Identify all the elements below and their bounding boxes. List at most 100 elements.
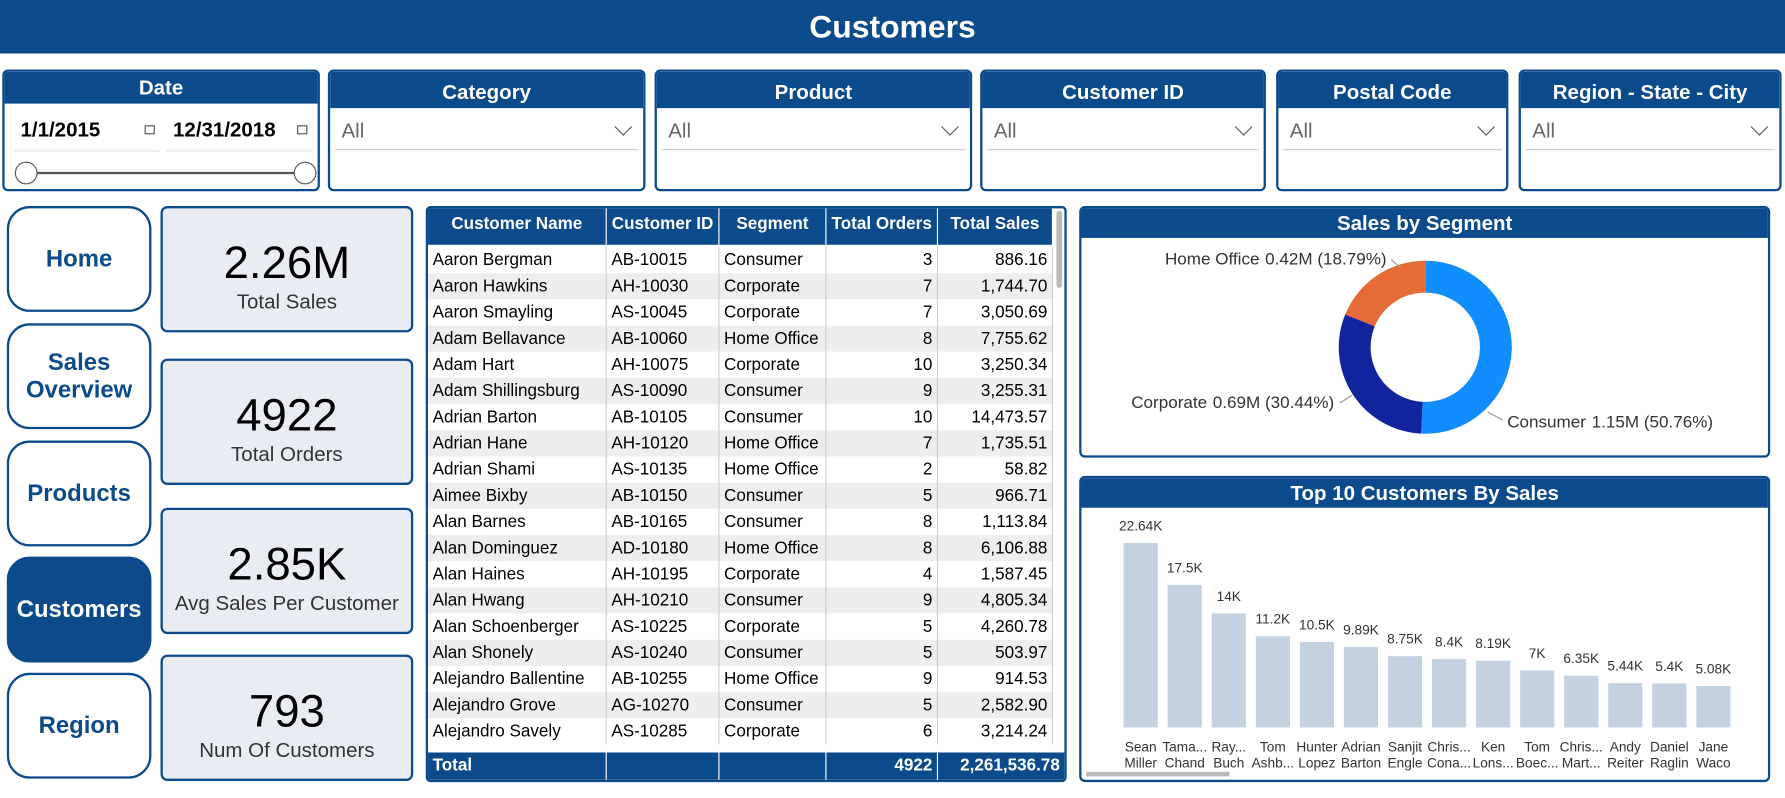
slicer-title: Date xyxy=(4,71,318,104)
dropdown[interactable]: All xyxy=(986,113,1260,151)
donut-segment[interactable] xyxy=(1338,314,1423,434)
column-header[interactable]: Total Orders xyxy=(826,208,939,245)
table-row: Alejandro Ballentine AB-10255 Home Office 9… xyxy=(428,665,1054,693)
table-cell: 7,755.62 xyxy=(938,325,1054,352)
chart: Consumer 1.15M (50.76%) Corporate 0.69M (30… xyxy=(1131,249,1713,434)
bar[interactable] xyxy=(1299,641,1334,728)
bar[interactable] xyxy=(1564,675,1599,728)
dropdown[interactable]: All xyxy=(334,113,639,151)
dropdown[interactable]: All xyxy=(1525,113,1775,151)
chart: 22.64K Sean Miller 17.5K Tama... Chand 14K Ray.… xyxy=(1086,518,1732,777)
dropdown-value: All xyxy=(1289,119,1313,143)
table-cell: 4,805.34 xyxy=(938,587,1054,614)
data-label: 8.4K xyxy=(1435,634,1463,649)
table-cell: Alan Haines xyxy=(428,561,607,588)
table-cell: 3,050.69 xyxy=(938,299,1054,326)
nav-button[interactable]: Region xyxy=(6,672,152,779)
slider-handle[interactable] xyxy=(293,161,317,185)
bar[interactable] xyxy=(1167,584,1202,728)
bar[interactable] xyxy=(1431,659,1467,728)
chevron xyxy=(1477,118,1496,136)
table-row: Aaron Bergman AB-10015 Consumer 3 886.16 xyxy=(428,247,1054,274)
bar[interactable] xyxy=(1608,683,1643,728)
kpi-label: Total Orders xyxy=(231,442,343,466)
table-cell: Corporate xyxy=(719,561,827,588)
table-cell: 6 xyxy=(826,718,939,745)
kpi-card: 2.26M Total Sales xyxy=(160,206,414,333)
nav-button[interactable]: Sales Overview xyxy=(6,323,152,430)
data-label: 9.89K xyxy=(1343,622,1379,637)
table-cell: 4 xyxy=(826,561,939,588)
nav-button[interactable]: Customers xyxy=(6,556,152,663)
dropdown-value: All xyxy=(993,119,1017,143)
table-cell: Consumer xyxy=(719,587,827,614)
bar[interactable] xyxy=(1211,613,1246,728)
bar[interactable] xyxy=(1696,686,1731,728)
kpi-label: Avg Sales Per Customer xyxy=(174,591,399,615)
table-cell: AS-10225 xyxy=(607,613,720,640)
bar[interactable] xyxy=(1343,646,1379,728)
total-sales: 2,261,536.78 xyxy=(960,755,1060,776)
slider-handle[interactable] xyxy=(14,161,38,185)
table-cell: Alan Hwang xyxy=(428,587,607,614)
table-cell: Alejandro Ballentine xyxy=(428,665,607,693)
slicer-title: Category xyxy=(330,71,644,109)
data-label: 8.75K xyxy=(1387,632,1423,647)
bar[interactable] xyxy=(1255,636,1290,728)
slicer: Product All xyxy=(654,69,973,192)
table-row: Adrian Shami AS-10135 Home Office 2 58.82 xyxy=(428,456,1054,483)
table-cell: AB-10255 xyxy=(607,665,720,693)
donut-segment[interactable] xyxy=(1421,260,1512,434)
table-row: Alejandro Savely AS-10285 Corporate 6 3,214.… xyxy=(428,718,1054,745)
leader-line xyxy=(1390,259,1401,268)
data-label: 5.08K xyxy=(1696,662,1732,677)
scrollbar[interactable] xyxy=(1056,210,1063,289)
slicer-title: Postal Code xyxy=(1278,71,1507,109)
x-tick-label: Ray... Buch xyxy=(1211,739,1246,770)
bar[interactable] xyxy=(1387,656,1423,728)
table-row: Adrian Hane AH-10120 Home Office 7 1,735.51 xyxy=(428,430,1054,457)
dropdown[interactable]: All xyxy=(1282,113,1502,151)
bar[interactable] xyxy=(1652,683,1687,728)
table-cell: 7 xyxy=(826,430,939,457)
total-label: Total xyxy=(428,752,607,780)
table-cell: 4,260.78 xyxy=(938,613,1054,640)
column-header[interactable]: Customer Name xyxy=(428,208,607,245)
data-table: Customer Name Customer ID Segment Total Ord… xyxy=(425,206,1067,783)
table-cell: AH-10030 xyxy=(607,273,720,300)
table-cell: Consumer xyxy=(719,404,827,431)
date-input[interactable]: 1/1/2015 xyxy=(13,108,160,152)
table-cell: Adam Bellavance xyxy=(428,325,607,352)
nav-button[interactable]: Home xyxy=(6,206,152,312)
x-tick-label: Tama... Chand xyxy=(1162,739,1207,770)
table-cell: 3,214.24 xyxy=(938,718,1054,745)
dropdown[interactable]: All xyxy=(661,113,966,151)
table-cell: Home Office xyxy=(719,430,827,457)
x-tick-label: Andy Reiter xyxy=(1607,739,1644,770)
table-cell: Home Office xyxy=(719,325,827,352)
table-cell: 7 xyxy=(826,273,939,300)
bar[interactable] xyxy=(1476,660,1511,728)
table-cell: 1,735.51 xyxy=(938,430,1054,457)
calendar-icon xyxy=(297,125,308,135)
nav-button[interactable]: Products xyxy=(6,440,152,547)
table-cell: AH-10120 xyxy=(607,430,720,457)
table-cell: Alan Dominguez xyxy=(428,535,607,562)
table-header: Customer Name Customer ID Segment Total Ord… xyxy=(428,208,1054,245)
x-tick-label: Sanjit Engle xyxy=(1388,739,1423,770)
x-tick-label: Jane Waco xyxy=(1696,739,1731,770)
column-header[interactable]: Total Sales xyxy=(938,208,1054,245)
segment-name: Consumer xyxy=(1507,412,1586,431)
column-header[interactable]: Customer ID xyxy=(607,208,720,245)
table-cell: AH-10210 xyxy=(607,587,720,614)
table-cell: 6,106.88 xyxy=(938,535,1054,562)
bar[interactable] xyxy=(1123,543,1158,728)
data-label: 8.19K xyxy=(1475,636,1511,651)
x-tick-label: Sean Miller xyxy=(1124,739,1157,770)
table-cell: 9 xyxy=(826,377,939,405)
table-cell: AG-10270 xyxy=(607,692,720,719)
bar[interactable] xyxy=(1520,670,1555,728)
column-header[interactable]: Segment xyxy=(719,208,827,245)
donut-segment[interactable] xyxy=(1345,260,1426,327)
date-input[interactable]: 12/31/2018 xyxy=(166,108,312,152)
